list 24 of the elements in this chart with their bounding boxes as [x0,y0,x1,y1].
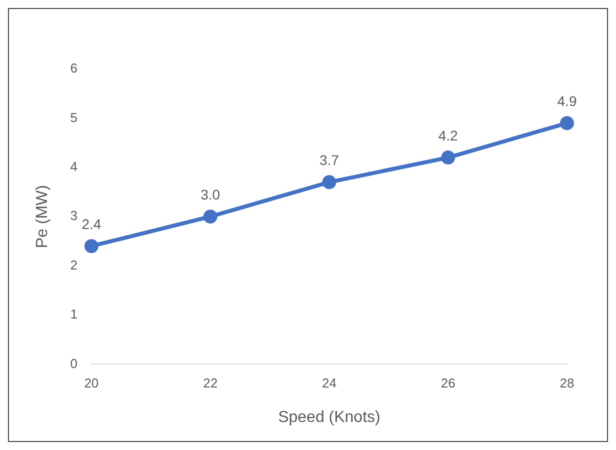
y-tick-label: 0 [70,356,78,371]
text: 4.9 [557,92,577,109]
x-tick-label: 24 [322,376,336,391]
text: 4.2 [438,127,458,144]
point [441,150,456,165]
text: 2.4 [82,216,102,232]
y-axis-title: Pe (MW) [34,185,52,248]
point [203,210,218,224]
x-tick-label: 26 [440,376,456,391]
x-tick-label: 22 [203,376,218,391]
point [84,239,98,254]
y-tick-label: 2 [70,257,78,272]
y-tick-label: 5 [70,110,78,125]
y-tick-label: 3 [70,208,78,224]
x-tick-label: 20 [84,376,99,391]
point [322,175,336,190]
text: 3.0 [200,186,220,202]
y-tick-label: 1 [70,306,78,322]
x-tick-label: 28 [560,376,574,391]
point [560,116,574,130]
y-tick-label: 4 [70,158,78,174]
x-axis-title: Speed (Knots) [278,408,380,426]
y-tick-label: 6 [70,60,78,76]
text: 3.7 [319,152,339,168]
